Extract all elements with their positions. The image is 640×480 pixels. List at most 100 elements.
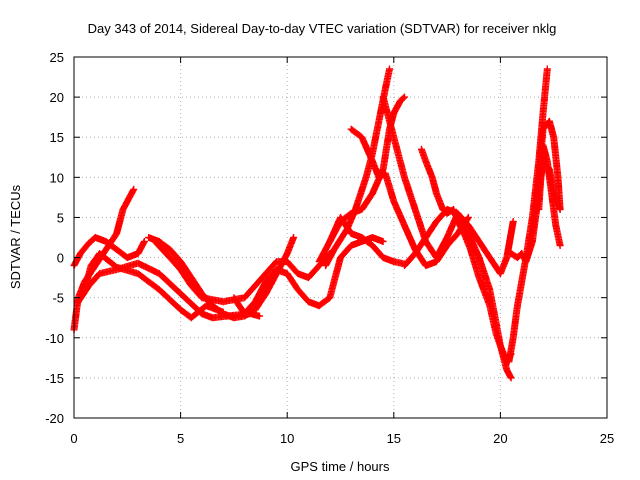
data-point	[154, 240, 156, 243]
y-tick-label: 10	[50, 170, 64, 185]
y-tick-label: 20	[50, 90, 64, 105]
axis-ticks: 0 5 10 15 20 25 -20 -15 -10 -5 0 5 10 15 20 25	[45, 50, 614, 446]
data-point	[132, 188, 135, 191]
data-point	[361, 236, 363, 239]
y-tick-label: 5	[57, 210, 64, 225]
data-point	[147, 236, 150, 239]
data-point	[211, 304, 214, 307]
data-point	[420, 148, 423, 151]
data-point	[388, 68, 391, 70]
data-point	[457, 212, 459, 215]
y-tick-label: -15	[45, 371, 64, 386]
data-point	[354, 208, 357, 211]
x-tick-label: 25	[600, 431, 614, 446]
data-point	[361, 240, 363, 243]
data-point	[478, 240, 480, 243]
data-point	[435, 260, 438, 263]
data-point	[286, 272, 289, 275]
y-axis-label: SDTVAR / TECUs	[8, 184, 23, 289]
data-point	[512, 337, 514, 339]
chart-title: Day 343 of 2014, Sidereal Day-to-day VTE…	[88, 21, 557, 36]
data-point	[559, 208, 561, 211]
data-point	[463, 232, 466, 235]
data-point	[378, 120, 380, 122]
series-track-4	[81, 250, 227, 322]
data-point	[98, 252, 101, 255]
data-point	[318, 304, 321, 307]
y-tick-label: -5	[52, 291, 64, 306]
data-point	[201, 296, 203, 299]
series-track-15	[505, 65, 551, 366]
data-point	[435, 256, 438, 259]
data-point	[361, 208, 363, 211]
data-point	[431, 176, 434, 179]
data-point	[467, 216, 470, 219]
data-point	[243, 312, 246, 315]
data-point	[335, 272, 338, 275]
data-point	[179, 260, 182, 263]
data-point	[137, 272, 139, 275]
data-point	[393, 112, 395, 114]
y-tick-label: 15	[50, 130, 64, 145]
data-point	[510, 377, 512, 379]
data-point	[286, 252, 289, 255]
data-point	[361, 136, 363, 138]
data-point	[333, 248, 335, 251]
data-point	[98, 272, 101, 275]
x-tick-label: 0	[70, 431, 77, 446]
data-point	[555, 224, 557, 227]
data-point	[243, 296, 246, 299]
data-point	[384, 172, 387, 175]
data-point	[538, 208, 540, 211]
data-point	[222, 312, 224, 315]
data-point	[169, 256, 171, 259]
data-point	[222, 300, 224, 303]
data-point	[382, 96, 384, 98]
data-point	[378, 176, 380, 179]
data-point	[499, 345, 502, 347]
data-point	[115, 232, 118, 235]
data-point	[179, 308, 182, 311]
data-point	[435, 220, 438, 223]
data-point	[469, 248, 472, 251]
data-point	[318, 264, 321, 267]
data-point	[254, 308, 256, 311]
data-point	[403, 176, 406, 179]
data-point	[329, 240, 331, 243]
data-point	[510, 252, 512, 255]
data-point	[516, 304, 519, 307]
data-point	[399, 100, 402, 102]
data-point	[233, 316, 235, 319]
data-point	[211, 316, 214, 319]
data-point	[403, 264, 406, 267]
data-point	[126, 200, 129, 203]
x-tick-label: 10	[280, 431, 294, 446]
data-point	[414, 252, 416, 255]
data-point	[531, 240, 534, 243]
data-point	[94, 236, 97, 239]
data-point	[467, 224, 470, 227]
data-point	[201, 312, 203, 315]
data-point	[90, 264, 92, 267]
data-point	[384, 88, 387, 90]
data-point	[307, 300, 310, 303]
data-point	[94, 264, 97, 267]
x-tick-label: 5	[177, 431, 184, 446]
data-point	[126, 256, 129, 259]
data-point	[318, 260, 321, 263]
data-point	[546, 160, 549, 163]
data-point	[382, 240, 384, 243]
data-point	[365, 176, 367, 179]
data-point	[516, 256, 519, 259]
data-point	[446, 208, 448, 211]
data-point	[77, 300, 80, 303]
data-point	[105, 248, 107, 251]
series-track-10	[326, 213, 408, 268]
data-point	[122, 208, 124, 211]
data-point	[393, 136, 395, 138]
data-point	[88, 242, 90, 244]
y-tick-label: 0	[57, 251, 64, 266]
data-point	[446, 236, 448, 239]
data-point	[520, 252, 523, 255]
data-point	[233, 296, 235, 299]
